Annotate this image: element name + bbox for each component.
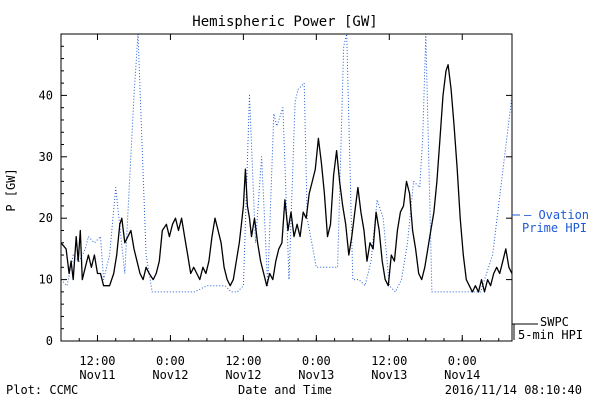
x-tick-date: Nov14 <box>444 368 480 382</box>
legend-ovation-line1: – Ovation <box>524 208 589 222</box>
x-tick-time: 12:00 <box>225 354 261 368</box>
x-tick-date: Nov11 <box>79 368 115 382</box>
x-tick-time: 12:00 <box>79 354 115 368</box>
y-tick-label: 10 <box>39 273 53 287</box>
legend-swpc-line2: 5-min HPI <box>518 328 583 342</box>
legend-ovation-line2: Prime HPI <box>522 221 587 235</box>
series-swpc-line <box>60 64 513 293</box>
plot-frame <box>60 33 513 342</box>
x-tick-time: 12:00 <box>371 354 407 368</box>
x-tick-time: 0:00 <box>156 354 185 368</box>
x-tick-date: Nov13 <box>298 368 334 382</box>
x-tick-date: Nov12 <box>225 368 261 382</box>
x-axis-label: Date and Time <box>238 383 332 397</box>
y-tick-label: 20 <box>39 211 53 225</box>
y-tick-label: 0 <box>46 334 53 348</box>
legend-swpc-line1: SWPC <box>540 315 569 329</box>
chart-title: Hemispheric Power [GW] <box>192 14 377 30</box>
x-tick-time: 0:00 <box>448 354 477 368</box>
y-tick-label: 30 <box>39 150 53 164</box>
x-tick-date: Nov13 <box>371 368 407 382</box>
x-tick-time: 0:00 <box>302 354 331 368</box>
y-tick-label: 40 <box>39 88 53 102</box>
series-ovation-prime-line <box>60 33 513 293</box>
plot-timestamp: 2016/11/14 08:10:40 <box>445 383 582 397</box>
plot-credit: Plot: CCMC <box>6 383 78 397</box>
y-axis-label: P [GW] <box>4 168 18 211</box>
x-tick-date: Nov12 <box>152 368 188 382</box>
